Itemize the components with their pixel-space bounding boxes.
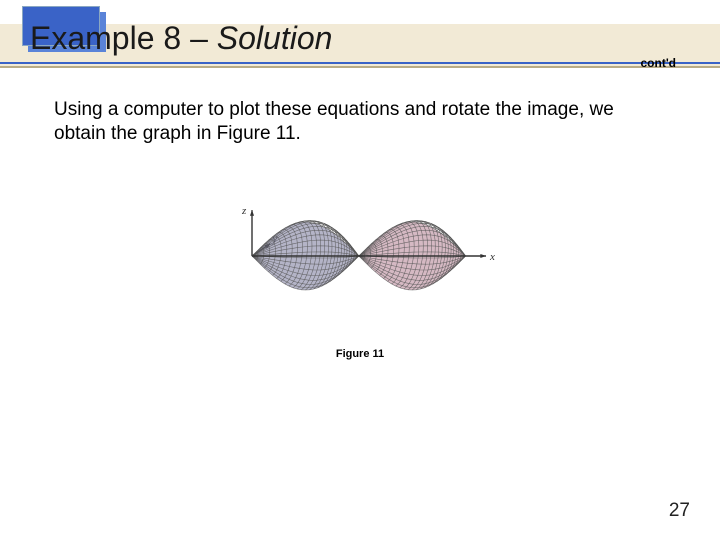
body-paragraph: Using a computer to plot these equations… bbox=[54, 98, 634, 146]
title-text-plain: Example 8 – bbox=[30, 20, 217, 56]
page-number: 27 bbox=[669, 500, 690, 522]
svg-text:z: z bbox=[241, 205, 247, 217]
slide-title: Example 8 – Solution bbox=[30, 20, 332, 57]
svg-text:x: x bbox=[489, 251, 495, 263]
figure-11-svg: zyx bbox=[210, 168, 510, 318]
figure-caption: Figure 11 bbox=[0, 348, 720, 360]
continued-marker: cont'd bbox=[640, 56, 676, 70]
figure-11: zyx bbox=[0, 168, 720, 318]
title-underline bbox=[0, 62, 720, 64]
title-underline-2 bbox=[0, 66, 720, 68]
title-text-italic: Solution bbox=[217, 20, 333, 56]
